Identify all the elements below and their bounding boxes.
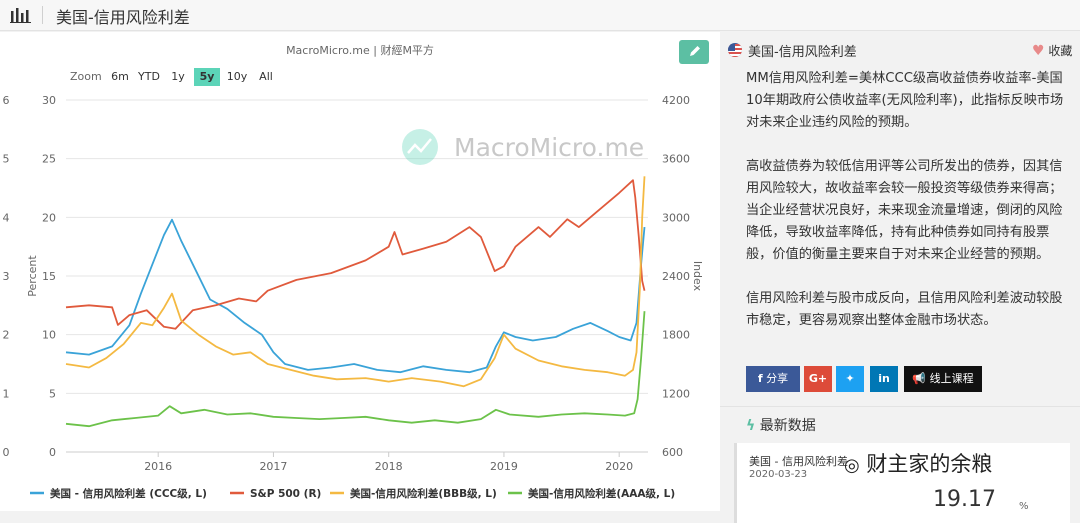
latest-card[interactable]: 美国 - 信用风险利差 2020-03-23 19.17 % [734, 443, 1070, 523]
latest-title: ϟ 最新数据 [746, 415, 816, 435]
latest-unit: % [1019, 501, 1029, 512]
far-left-tick-label: 6 [3, 94, 10, 107]
top-bar: 美国-信用风险利差 [0, 0, 1080, 31]
series-line [65, 218, 646, 374]
zoom-5y-button[interactable]: 5y [194, 68, 220, 86]
left-tick-label: 5 [49, 387, 56, 400]
pencil-icon [690, 46, 700, 56]
far-left-tick-label: 2 [3, 329, 10, 342]
course-label: 线上课程 [929, 372, 974, 385]
left-tick-label: 10 [42, 329, 56, 342]
series-line [65, 176, 646, 388]
favorite-button[interactable]: ♥ 收藏 [1032, 42, 1072, 59]
chart-panel: MacroMicro.me | 财經M平方 Zoom 6m YTD 1y 5y … [0, 32, 720, 511]
far-left-tick-label: 1 [3, 387, 10, 400]
far-left-tick-label: 0 [3, 446, 10, 459]
latest-title-label: 最新数据 [759, 418, 816, 434]
twitter-icon: ✦ [845, 372, 855, 385]
online-course-button[interactable]: 📢 线上课程 [904, 366, 982, 392]
far-left-tick-label: 4 [3, 211, 10, 224]
page-title: 美国-信用风险利差 [56, 8, 190, 27]
far-left-tick-label: 3 [3, 270, 10, 283]
google-plus-button[interactable]: G+ [804, 366, 832, 392]
description-paragraph: 高收益债券为较低信用评等公司所发出的债券，因其信用风险较大，故收益率会较一般投资… [746, 159, 1063, 262]
zoom-1y-button[interactable]: 1y [171, 70, 185, 83]
zoom-all-button[interactable]: All [259, 70, 273, 83]
left-tick-label: 20 [42, 211, 56, 224]
legend-label: 美国-信用风险利差(BBB级, L) [350, 487, 497, 500]
right-tick-label: 600 [662, 446, 683, 459]
legend-label: 美国-信用风险利差(AAA级, L) [528, 487, 675, 500]
right-tick-label: 3000 [662, 211, 690, 224]
right-tick-label: 1200 [662, 387, 690, 400]
side-title: 美国-信用风险利差 [748, 45, 857, 60]
description: MM信用风险利差=美林CCC级高收益债券收益率-美国10年期政府公债收益率(无风… [746, 68, 1072, 354]
latest-value: 19.17 [933, 487, 996, 512]
linkedin-icon: in [878, 372, 890, 385]
wechat-watermark: ◎ 财主家的余粮 [844, 448, 992, 478]
series-line [65, 311, 646, 428]
facebook-share-button[interactable]: f 分享 [746, 366, 800, 392]
x-tick-label: 2020 [605, 460, 633, 473]
latest-name: 美国 - 信用风险利差 [749, 455, 848, 468]
wechat-watermark-text: 财主家的余粮 [866, 452, 993, 476]
bar-chart-icon [10, 8, 31, 23]
zoom-ytd-button[interactable]: YTD [138, 70, 160, 83]
side-header: 美国-信用风险利差 ♥ 收藏 [720, 32, 1080, 68]
share-label: 分享 [766, 372, 789, 385]
heart-icon: ♥ [1032, 43, 1045, 59]
legend-label: S&P 500 (R) [250, 488, 321, 500]
latest-date: 2020-03-23 [749, 469, 808, 480]
zoom-10y-button[interactable]: 10y [226, 70, 248, 83]
right-tick-label: 4200 [662, 94, 690, 107]
watermark-logo-icon [402, 129, 438, 165]
credit-spread-chart: MacroMicro.me 0 600 0 5 1200 1 10 1800 2 15 2400 3 2… [3, 94, 705, 500]
wechat-icon: ◎ [844, 455, 860, 476]
lightning-icon: ϟ [746, 418, 756, 434]
favorite-label: 收藏 [1048, 44, 1073, 58]
side-panel: 美国-信用风险利差 ♥ 收藏 MM信用风险利差=美林CCC级高收益债券收益率-美… [720, 32, 1080, 523]
left-tick-label: 15 [42, 270, 56, 283]
twitter-button[interactable]: ✦ [836, 366, 864, 392]
watermark-trend-icon [407, 138, 432, 154]
left-tick-label: 0 [49, 446, 56, 459]
right-tick-label: 3600 [662, 153, 690, 166]
x-tick-label: 2019 [490, 460, 518, 473]
megaphone-icon: 📢 [912, 372, 927, 385]
left-axis-label: Percent [26, 255, 39, 297]
us-flag-icon [728, 43, 742, 57]
x-tick-label: 2018 [375, 460, 403, 473]
watermark-text: MacroMicro.me [454, 133, 644, 162]
left-tick-label: 25 [42, 153, 56, 166]
zoom-label: Zoom [70, 70, 102, 83]
facebook-icon: f [757, 372, 763, 385]
series-line [65, 179, 646, 330]
right-tick-label: 1800 [662, 329, 690, 342]
right-tick-label: 2400 [662, 270, 690, 283]
linkedin-button[interactable]: in [870, 366, 898, 392]
description-paragraph: 信用风险利差与股市成反向，且信用风险利差波动较股市稳定，更容易观察出整体金融市场… [746, 291, 1063, 328]
zoom-6m-button[interactable]: 6m [111, 70, 129, 83]
description-paragraph: MM信用风险利差=美林CCC级高收益债券收益率-美国10年期政府公债收益率(无风… [746, 71, 1064, 130]
x-tick-label: 2017 [259, 460, 287, 473]
legend-label: 美国 - 信用风险利差 (CCC级, L) [50, 487, 207, 500]
x-tick-label: 2016 [144, 460, 172, 473]
edit-button[interactable] [679, 40, 709, 64]
left-tick-label: 30 [42, 94, 56, 107]
header-divider [42, 6, 43, 24]
chart-source: MacroMicro.me | 财經M平方 [286, 44, 434, 57]
far-left-tick-label: 5 [3, 153, 10, 166]
latest-data: ϟ 最新数据 美国 - 信用风险利差 2020-03-23 19.17 % [720, 406, 1080, 523]
right-axis-label: Index [691, 261, 704, 292]
